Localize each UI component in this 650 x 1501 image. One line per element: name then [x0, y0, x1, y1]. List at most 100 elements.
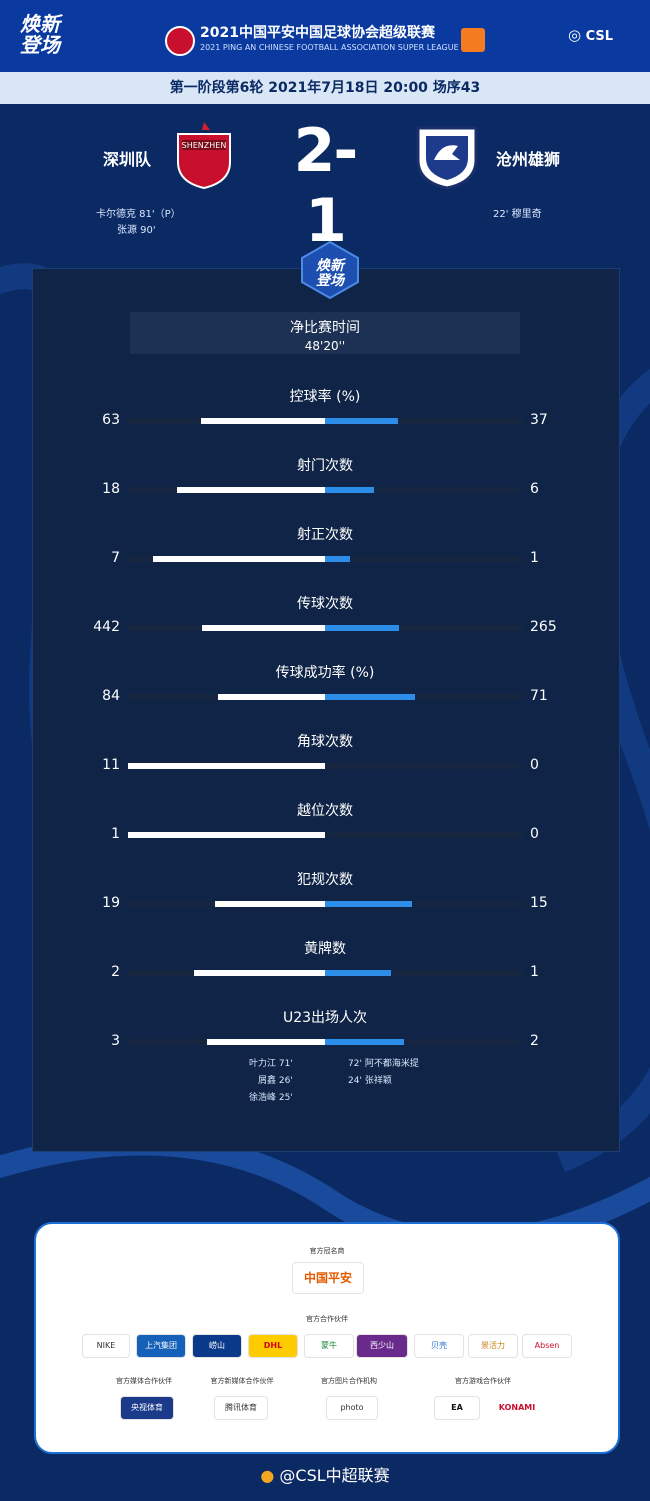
home-stat-value: 1 [111, 826, 120, 842]
away-stat-value: 37 [530, 412, 548, 428]
partner-logo: 贝壳 [414, 1334, 464, 1358]
away-stat-value: 2 [530, 1033, 539, 1049]
media-partner-logo: 央视体育 [120, 1396, 174, 1420]
away-stat-value: 15 [530, 895, 548, 911]
home-stat-bar [128, 832, 325, 838]
league-subtitle: 2021 PING AN CHINESE FOOTBALL ASSOCIATIO… [200, 43, 459, 52]
away-stat-value: 6 [530, 481, 539, 497]
title-sponsor-logo: 中国平安 [292, 1262, 364, 1294]
home-stat-value: 63 [102, 412, 120, 428]
home-stat-value: 442 [93, 619, 120, 635]
final-score: 2-1 [293, 116, 359, 256]
top-header [0, 0, 650, 72]
away-stat-bar [325, 625, 399, 631]
away-stat-value: 0 [530, 826, 539, 842]
u23-home-player: 叶力江 71' [249, 1059, 293, 1069]
media-partner-heading: 官方媒体合作伙伴 [116, 1377, 172, 1385]
panel-badge-text: 焕新 登场 [316, 258, 344, 289]
away-stat-bar [325, 556, 350, 562]
net-time-value: 48'20'' [304, 339, 346, 353]
home-stat-value: 3 [111, 1033, 120, 1049]
away-scorer: 22' 穆里奇 [493, 209, 542, 220]
home-stat-bar [206, 1039, 325, 1045]
partner-logo: Absen [522, 1334, 572, 1358]
partner-logo: 西少山 [356, 1334, 408, 1358]
stat-label: 角球次数 [297, 734, 353, 750]
stat-label: 黄牌数 [304, 941, 346, 957]
stat-label: 越位次数 [297, 803, 353, 819]
game-partner-heading: 官方游戏合作伙伴 [455, 1377, 511, 1385]
away-stat-value: 71 [530, 688, 548, 704]
away-team-name: 沧州雄狮 [496, 150, 561, 169]
home-team-name: 深圳队 [103, 150, 152, 169]
game-partner-logo: EA [434, 1396, 480, 1420]
home-stat-value: 2 [111, 964, 120, 980]
stat-label: U23出场人次 [282, 1010, 368, 1026]
home-scorer: 卡尔德克 81'（P） [96, 209, 181, 220]
away-stat-value: 1 [530, 964, 539, 980]
stat-track [128, 763, 522, 769]
home-team-crest-icon: SHENZHEN [177, 122, 231, 190]
sponsor-panel: 官方冠名商 中国平安 官方合作伙伴 NIKE 上汽集团 崂山 DHL 蒙牛 西少… [34, 1222, 620, 1454]
u23-home-player: 徐浩峰 25' [249, 1093, 293, 1103]
away-stat-bar [325, 487, 375, 493]
match-info: 第一阶段第6轮 2021年7月18日 20:00 场序43 [0, 72, 650, 104]
stat-label: 射门次数 [297, 458, 353, 474]
partners-heading: 官方合作伙伴 [306, 1315, 348, 1323]
home-stat-bar [177, 487, 325, 493]
away-stat-value: 0 [530, 757, 539, 773]
title-sponsor-heading: 官方冠名商 [309, 1247, 345, 1255]
u23-home-player: 屑鑫 26' [258, 1076, 293, 1086]
partner-logo: 蒙牛 [304, 1334, 354, 1358]
panel-badge-icon [301, 240, 359, 300]
home-scorer: 张源 90' [117, 225, 156, 236]
home-stat-bar [152, 556, 325, 562]
home-stat-bar [128, 763, 325, 769]
away-stat-bar [325, 1039, 404, 1045]
home-stat-value: 84 [102, 688, 120, 704]
home-stat-value: 19 [102, 895, 120, 911]
away-stat-bar [325, 970, 391, 976]
new-media-partner-logo: 腾讯体育 [214, 1396, 268, 1420]
home-stat-bar [200, 418, 325, 424]
partner-logo: 上汽集团 [136, 1334, 186, 1358]
home-stat-value: 11 [102, 757, 120, 773]
net-time-label: 净比赛时间 [290, 320, 360, 336]
stat-label: 传球成功率 (%) [275, 665, 375, 681]
net-play-time: 净比赛时间 48'20'' [130, 312, 520, 354]
away-team-crest-icon [416, 126, 478, 190]
stat-label: 犯规次数 [297, 872, 353, 888]
brand-logo: 焕新 登场 [20, 12, 60, 57]
photo-partner-heading: 官方图片合作机构 [321, 1377, 377, 1385]
away-stat-value: 265 [530, 619, 557, 635]
u23-away-player: 72' 阿不都海米提 [348, 1059, 419, 1069]
league-title: 2021中国平安中国足球协会超级联赛 [200, 25, 435, 41]
u23-away-player: 24' 张祥颖 [348, 1076, 392, 1086]
partner-logo: NIKE [82, 1334, 130, 1358]
partner-logo: DHL [248, 1334, 298, 1358]
sponsor-badge-icon [461, 28, 485, 52]
stat-label: 射正次数 [297, 527, 353, 543]
home-stat-value: 18 [102, 481, 120, 497]
home-stat-bar [193, 970, 325, 976]
game-partner-logo: KONAMI [488, 1396, 546, 1420]
away-stat-bar [325, 694, 416, 700]
stat-label: 传球次数 [297, 596, 353, 612]
partner-logo: 崂山 [192, 1334, 242, 1358]
svg-text:SHENZHEN: SHENZHEN [182, 141, 227, 150]
home-stat-bar [214, 901, 325, 907]
weibo-footer: ● @CSL中超联赛 [260, 1466, 390, 1485]
stats-panel [32, 268, 620, 1152]
photo-partner-logo: photo [326, 1396, 378, 1420]
away-stat-bar [325, 901, 412, 907]
stat-track [128, 832, 522, 838]
home-stat-bar [218, 694, 325, 700]
new-media-partner-heading: 官方新媒体合作伙伴 [210, 1377, 274, 1385]
home-stat-bar [201, 625, 325, 631]
stat-label: 控球率 (%) [289, 389, 361, 405]
csl-logo: ◎ CSL [568, 26, 614, 44]
away-stat-value: 1 [530, 550, 539, 566]
weibo-icon: ● [260, 1466, 275, 1485]
away-stat-bar [325, 418, 398, 424]
cfa-emblem-icon [165, 26, 195, 56]
